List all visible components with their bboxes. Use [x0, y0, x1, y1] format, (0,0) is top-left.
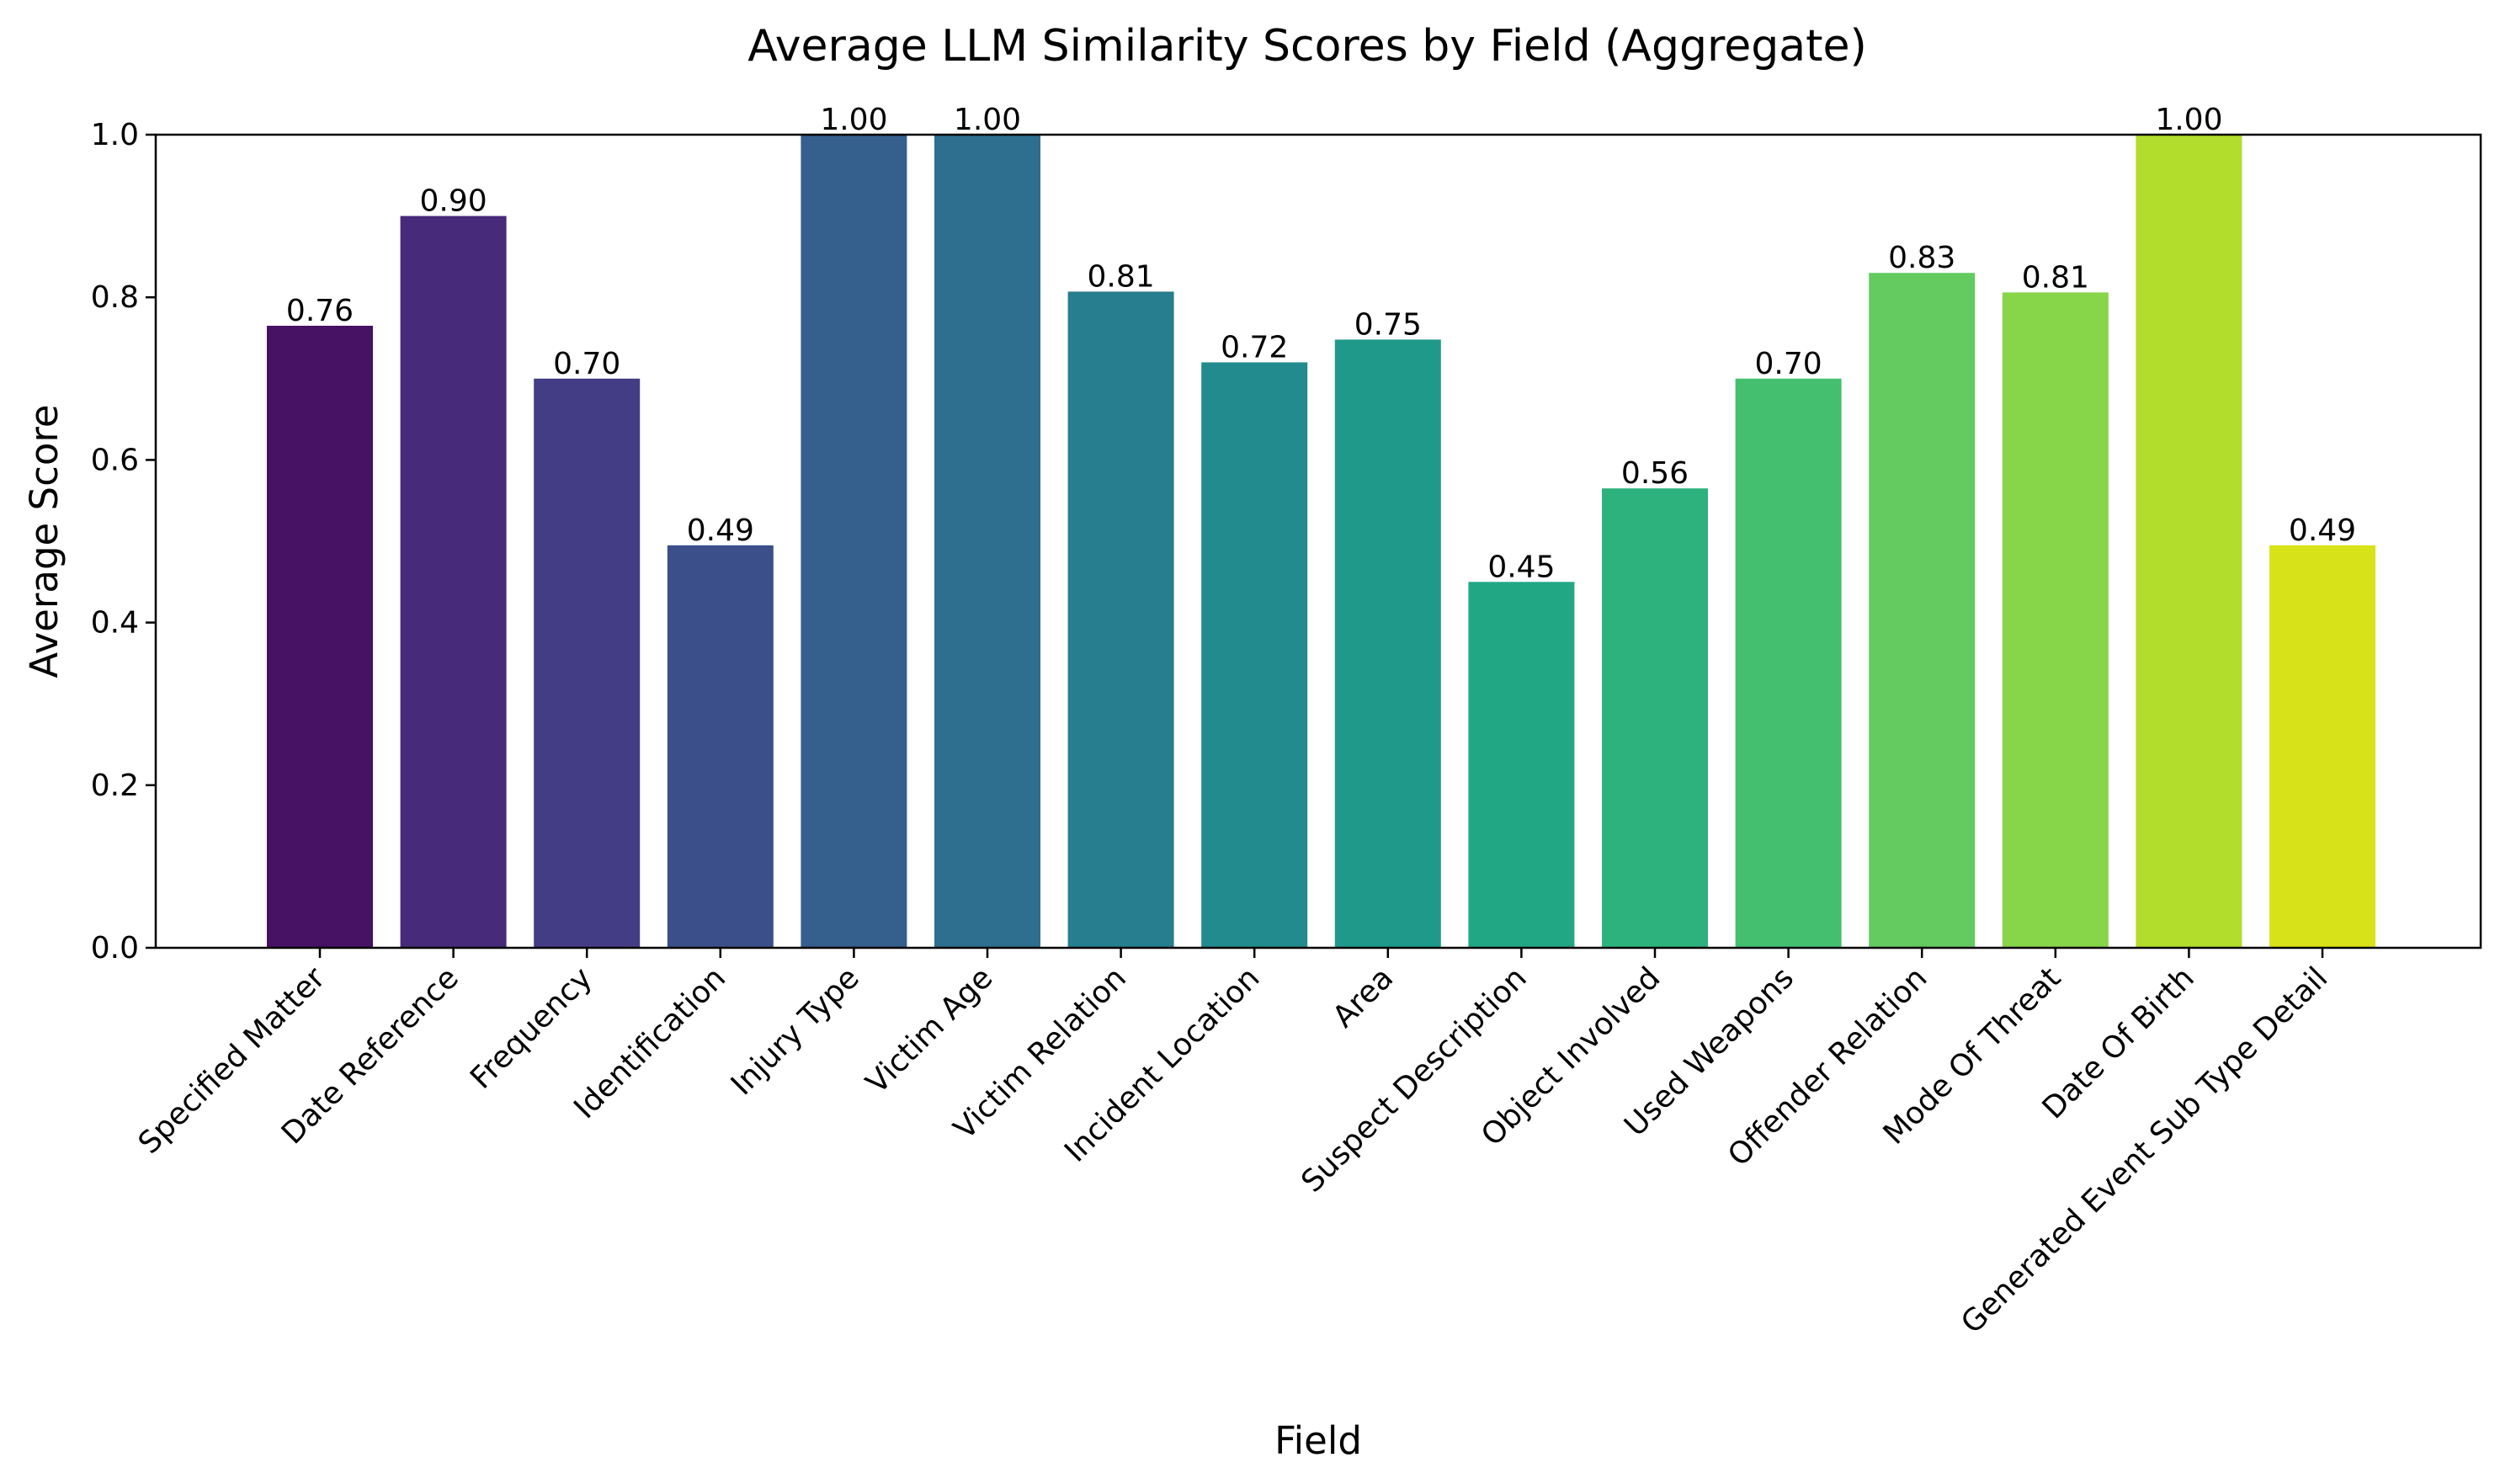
bars-group — [267, 135, 2375, 949]
y-axis: 0.0 0.2 0.4 0.6 0.8 1.0 — [91, 118, 156, 965]
y-tick-label: 0.2 — [91, 769, 139, 803]
bar-value-label: 0.76 — [286, 294, 354, 328]
bar-value-label: 0.45 — [1487, 550, 1555, 584]
bar-value-label: 1.00 — [954, 103, 1021, 137]
y-tick-label: 1.0 — [91, 118, 139, 152]
bar-value-label: 0.72 — [1221, 330, 1288, 364]
bar-value-label: 0.49 — [2289, 513, 2356, 548]
y-tick-label: 0.8 — [91, 280, 139, 315]
bar — [2269, 545, 2375, 948]
bar — [1869, 273, 1976, 949]
bar — [1067, 291, 1174, 948]
x-axis-label: Field — [1274, 1418, 1362, 1463]
bar — [1201, 362, 1308, 949]
y-tick-label: 0.6 — [91, 443, 139, 477]
bar — [1735, 378, 1842, 948]
bar — [2136, 135, 2242, 948]
bar-value-label: 0.83 — [1888, 241, 1955, 275]
y-axis-label: Average Score — [22, 404, 66, 678]
bar-value-label: 0.81 — [2022, 260, 2089, 295]
bar — [534, 378, 641, 948]
bar — [667, 545, 774, 948]
bar — [1334, 339, 1441, 948]
bar-value-label: 0.49 — [687, 513, 754, 548]
bar — [1602, 488, 1708, 948]
bar — [801, 135, 907, 948]
bar-value-label: 0.81 — [1088, 259, 1155, 294]
bar-value-label: 0.75 — [1354, 307, 1422, 342]
bar — [267, 326, 373, 948]
bar-value-label: 1.00 — [2155, 103, 2222, 137]
bar-value-label: 0.56 — [1621, 456, 1689, 491]
y-tick-label: 0.0 — [91, 931, 139, 965]
bar — [2002, 292, 2109, 948]
chart-title: Average LLM Similarity Scores by Field (… — [747, 21, 1867, 72]
bar — [934, 135, 1040, 948]
bar-value-label: 0.70 — [1755, 347, 1822, 381]
bar-value-label: 0.90 — [420, 184, 487, 219]
bar-value-label: 1.00 — [820, 103, 887, 137]
value-labels-group: 0.76 0.90 0.70 0.49 1.00 1.00 0.81 0.72 0.75 0.45… — [286, 103, 2356, 584]
bar — [400, 215, 507, 949]
bar — [1468, 582, 1575, 948]
y-tick-label: 0.4 — [91, 606, 139, 641]
plot-frame — [154, 133, 2482, 949]
bar-value-label: 0.70 — [553, 347, 620, 381]
